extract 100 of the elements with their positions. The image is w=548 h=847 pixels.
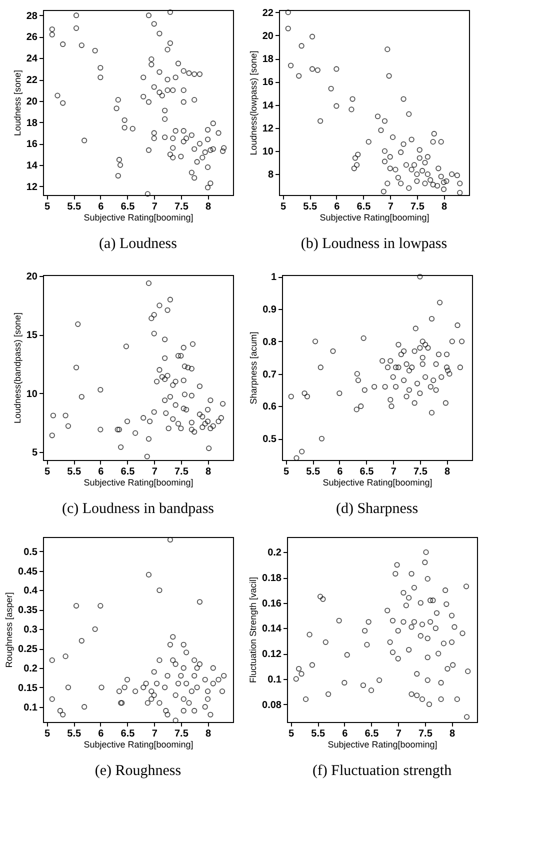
y-tick-label: 0.14	[262, 624, 282, 635]
y-tick-label: 16	[262, 77, 274, 88]
y-tick-label: 20	[26, 96, 38, 108]
x-tick-label: 7.5	[410, 202, 425, 212]
x-tick-label: 7.5	[174, 466, 189, 478]
y-tick-label: 0.8	[262, 336, 277, 348]
y-tick-label: 0.5	[262, 434, 277, 446]
x-tick-label: 7.5	[174, 728, 189, 740]
x-tick-label: 5	[283, 466, 290, 478]
y-tick-label: 0.5	[24, 546, 38, 558]
x-tick-label: 5	[44, 728, 50, 740]
x-tick-label: 7.5	[413, 466, 428, 478]
y-tick-label: 0.7	[262, 369, 277, 380]
x-tick-label: 7	[388, 202, 394, 212]
x-axis-title: Subjective Rating[booming]	[322, 478, 432, 488]
x-tick-label: 6.5	[360, 466, 374, 478]
y-tick-label: 0.12	[262, 649, 282, 660]
y-tick-label: 1	[270, 272, 277, 284]
x-tick-label: 5	[44, 202, 50, 212]
x-tick-label: 7	[152, 202, 158, 212]
y-tick-label: 0.3	[24, 624, 38, 636]
y-tick-label: 0.2	[24, 663, 38, 674]
y-axis-title: Sharpness [acum]	[248, 332, 259, 404]
x-tick-label: 5.5	[67, 466, 82, 478]
y-tick-label: 15	[26, 330, 38, 342]
x-tick-label: 5.5	[311, 728, 326, 740]
x-axis-title: Subjective Rating[booming]	[328, 740, 438, 750]
x-tick-label: 6.5	[120, 728, 136, 740]
x-tick-label: 6	[337, 466, 344, 478]
y-tick-label: 12	[262, 123, 274, 134]
x-axis-title: Subjective Rating[booming]	[84, 478, 194, 488]
x-axis-title: Subjective Rating[booming]	[84, 740, 194, 750]
x-tick-label: 6.5	[120, 466, 136, 478]
y-axis-title: Loudness(bandpass) [sone]	[12, 312, 22, 424]
text: (e) Roughness	[94, 763, 182, 779]
text: (b) Loudness in lowpass	[300, 236, 448, 252]
y-tick-label: 10	[26, 388, 38, 400]
text: (d) Sharpness	[336, 501, 418, 517]
y-axis-title: Roughness [asper]	[4, 592, 14, 668]
x-tick-label: 8	[449, 728, 456, 740]
x-tick-label: 8	[205, 466, 212, 478]
y-tick-label: 0.15	[18, 682, 38, 694]
y-tick-label: 0.9	[262, 304, 277, 316]
y-tick-label: 20	[26, 272, 38, 283]
x-tick-label: 6	[98, 466, 104, 478]
y-tick-label: 8	[268, 170, 274, 181]
x-tick-label: 6	[342, 728, 348, 740]
x-tick-label: 7	[152, 466, 158, 478]
y-tick-label: 26	[26, 32, 38, 44]
y-tick-label: 0.4	[24, 586, 38, 597]
y-tick-label: 0.6	[262, 402, 277, 413]
x-tick-label: 8	[441, 202, 448, 212]
y-axis-title: Fluctuation Strength [vacil]	[248, 576, 258, 684]
y-tick-label: 0.45	[18, 566, 38, 578]
x-tick-label: 7.5	[174, 202, 189, 212]
x-tick-label: 7	[152, 728, 158, 740]
y-tick-label: 14	[26, 160, 38, 172]
y-tick-label: 0.16	[262, 598, 282, 610]
x-tick-label: 6	[334, 202, 340, 212]
x-tick-label: 5	[44, 466, 50, 478]
x-tick-label: 8	[205, 728, 212, 740]
y-tick-label: 0.2	[268, 548, 282, 559]
x-tick-label: 7.5	[418, 728, 433, 740]
y-tick-label: 22	[26, 75, 38, 86]
x-tick-label: 6	[98, 728, 104, 740]
x-tick-label: 8	[444, 466, 450, 478]
y-tick-label: 0.1	[268, 674, 282, 686]
y-tick-label: 20	[262, 30, 274, 42]
x-tick-label: 5.5	[67, 202, 82, 212]
x-axis-title: Subjective Rating[booming]	[320, 212, 430, 222]
x-tick-label: 6.5	[120, 202, 136, 212]
x-tick-label: 5.5	[306, 466, 320, 478]
y-tick-label: 28	[26, 10, 38, 22]
x-axis-title: Subjective Rating[booming]	[84, 212, 194, 222]
y-tick-label: 24	[26, 54, 38, 65]
x-tick-label: 8	[205, 202, 212, 212]
y-tick-label: 0.25	[18, 644, 38, 656]
x-tick-label: 5	[288, 728, 294, 740]
y-axis-title: Loudness [sone]	[12, 70, 22, 136]
text: (f) Fluctuation strength	[312, 763, 452, 779]
x-tick-label: 7	[390, 466, 397, 478]
y-tick-label: 22	[262, 8, 274, 19]
y-tick-label: 0.18	[262, 573, 282, 584]
y-tick-label: 12	[26, 182, 38, 193]
y-tick-label: 18	[262, 54, 274, 66]
y-tick-label: 14	[262, 100, 274, 112]
x-tick-label: 7	[396, 728, 402, 740]
x-tick-label: 6.5	[356, 202, 372, 212]
x-tick-label: 6.5	[364, 728, 380, 740]
x-tick-label: 5.5	[67, 728, 82, 740]
y-tick-label: 18	[26, 118, 38, 129]
x-tick-label: 6	[98, 202, 104, 212]
y-tick-label: 5	[32, 447, 38, 458]
x-tick-label: 5.5	[303, 202, 318, 212]
text: (a) Loudness	[99, 236, 178, 252]
y-tick-label: 0.35	[18, 605, 38, 616]
y-tick-label: 16	[26, 139, 38, 150]
y-tick-label: 0.08	[262, 700, 282, 711]
y-tick-label: 0.1	[24, 702, 38, 714]
text: (c) Loudness in bandpass	[62, 501, 214, 517]
